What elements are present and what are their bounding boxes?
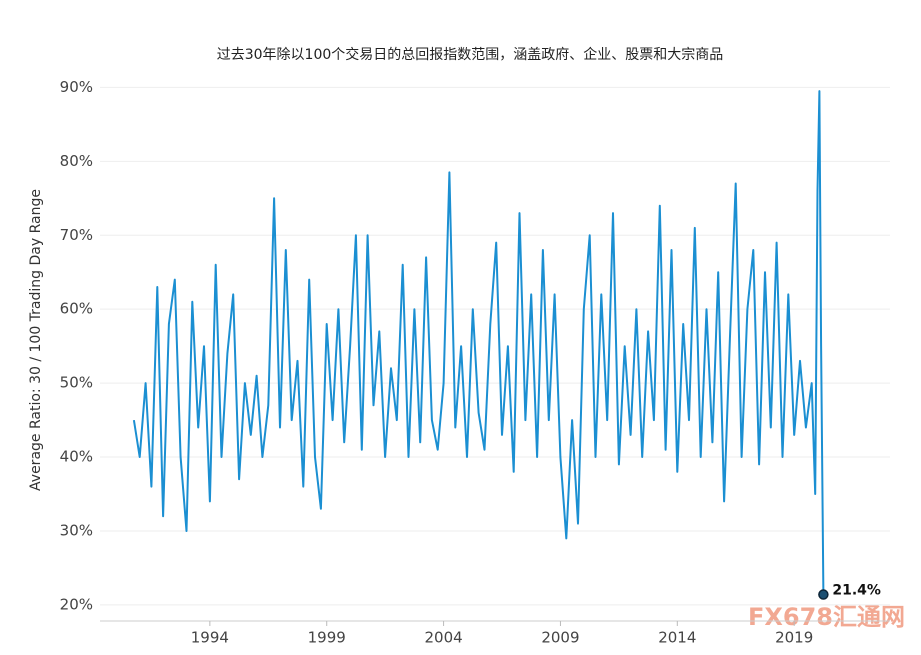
y-axis-label: Average Ratio: 30 / 100 Trading Day Rang… bbox=[28, 189, 44, 491]
y-tick-label: 20% bbox=[60, 595, 93, 613]
x-tick-label: 2009 bbox=[541, 629, 579, 647]
x-tick-label: 1994 bbox=[191, 629, 229, 647]
chart-title: 过去30年除以100个交易日的总回报指数范围，涵盖政府、企业、股票和大宗商品 bbox=[217, 46, 724, 63]
last-point bbox=[818, 589, 829, 600]
x-tick-label: 1999 bbox=[308, 629, 346, 647]
data-line bbox=[132, 90, 825, 595]
y-tick-label: 40% bbox=[60, 448, 93, 466]
y-tick-label: 90% bbox=[60, 78, 93, 96]
y-tick-label: 50% bbox=[60, 374, 93, 392]
y-tick-label: 60% bbox=[60, 300, 93, 318]
x-tick-label: 2014 bbox=[658, 629, 696, 647]
y-tick-label: 80% bbox=[60, 152, 93, 170]
y-tick-label: 30% bbox=[60, 521, 93, 539]
y-tick-label: 70% bbox=[60, 226, 93, 244]
watermark: FX678汇通网 bbox=[748, 603, 905, 631]
annotation-label: 21.4% bbox=[832, 583, 881, 599]
x-tick-label: 2004 bbox=[424, 629, 462, 647]
x-tick-label: 2019 bbox=[775, 629, 813, 647]
